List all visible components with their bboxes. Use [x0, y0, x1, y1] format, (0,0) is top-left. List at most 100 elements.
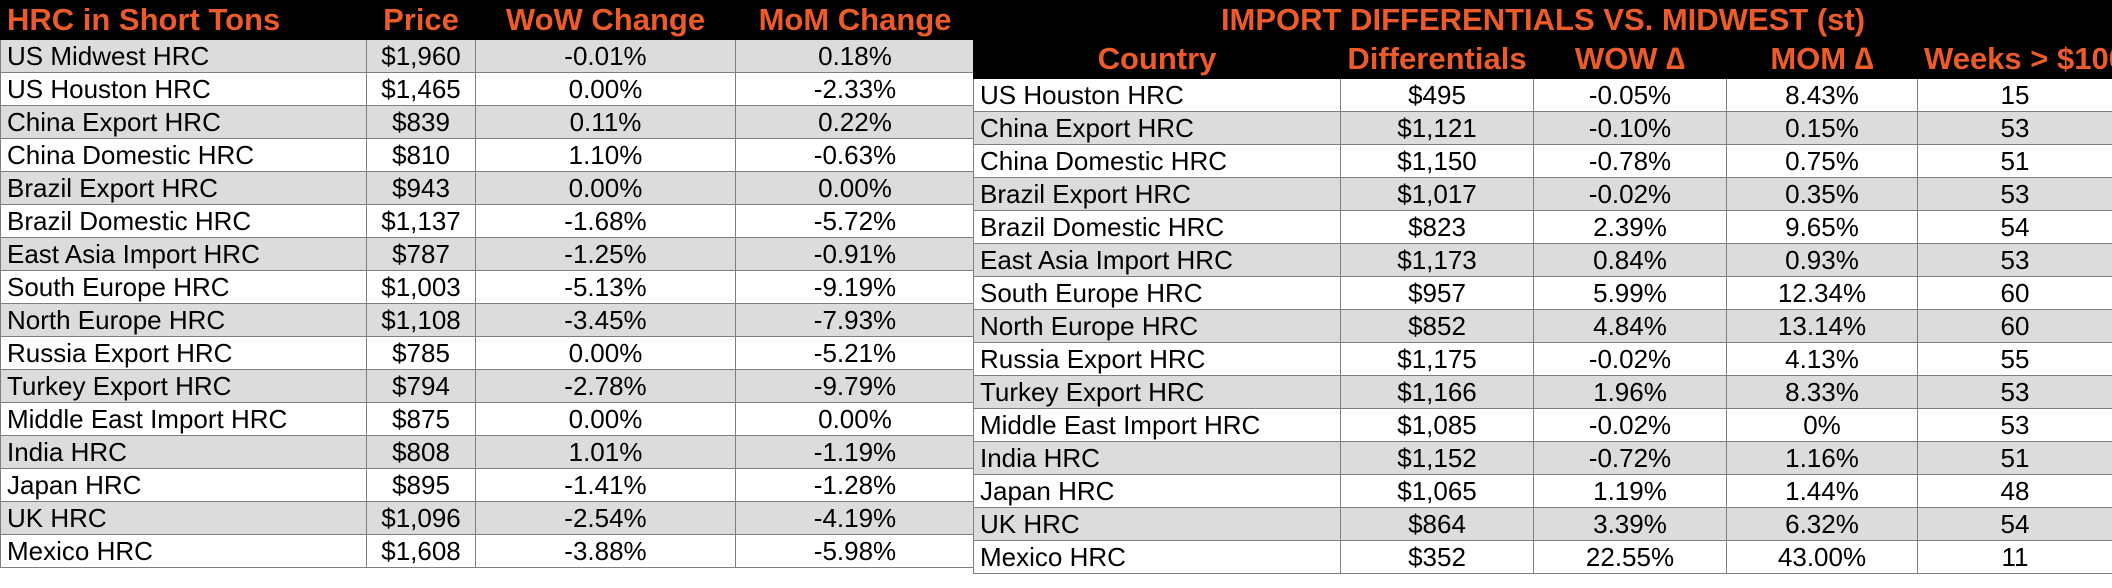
cell-wow-change[interactable]: 0.00% [475, 402, 736, 436]
cell-mom-change[interactable]: 0.18% [735, 39, 975, 73]
cell-differential[interactable]: $1,175 [1340, 342, 1534, 376]
cell-weeks-over-100[interactable]: 51 [1917, 441, 2112, 475]
cell-wow-delta[interactable]: 1.96% [1533, 375, 1727, 409]
cell-mom-delta[interactable]: 13.14% [1726, 309, 1918, 343]
cell-mom-change[interactable]: -4.19% [735, 501, 975, 535]
cell-wow-change[interactable]: -1.25% [475, 237, 736, 271]
cell-product[interactable]: US Midwest HRC [0, 39, 367, 73]
cell-product[interactable]: East Asia Import HRC [0, 237, 367, 271]
cell-wow-change[interactable]: -3.45% [475, 303, 736, 337]
cell-differential[interactable]: $1,085 [1340, 408, 1534, 442]
cell-weeks-over-100[interactable]: 15 [1917, 78, 2112, 112]
cell-country[interactable]: US Houston HRC [973, 78, 1341, 112]
cell-wow-change[interactable]: 0.00% [475, 72, 736, 106]
cell-wow-delta[interactable]: -0.78% [1533, 144, 1727, 178]
cell-mom-change[interactable]: -0.91% [735, 237, 975, 271]
cell-weeks-over-100[interactable]: 60 [1917, 276, 2112, 310]
cell-price[interactable]: $895 [366, 468, 476, 502]
cell-product[interactable]: US Houston HRC [0, 72, 367, 106]
cell-price[interactable]: $1,960 [366, 39, 476, 73]
cell-mom-delta[interactable]: 6.32% [1726, 507, 1918, 541]
cell-price[interactable]: $943 [366, 171, 476, 205]
cell-wow-delta[interactable]: 2.39% [1533, 210, 1727, 244]
cell-weeks-over-100[interactable]: 48 [1917, 474, 2112, 508]
header-price[interactable]: Price [366, 0, 476, 40]
cell-mom-change[interactable]: -2.33% [735, 72, 975, 106]
cell-price[interactable]: $1,003 [366, 270, 476, 304]
cell-country[interactable]: North Europe HRC [973, 309, 1341, 343]
cell-wow-delta[interactable]: 4.84% [1533, 309, 1727, 343]
cell-wow-change[interactable]: 0.00% [475, 336, 736, 370]
cell-price[interactable]: $875 [366, 402, 476, 436]
cell-mom-change[interactable]: 0.22% [735, 105, 975, 139]
cell-wow-delta[interactable]: 3.39% [1533, 507, 1727, 541]
header-mom-delta[interactable]: MOM ∆ [1726, 39, 1918, 79]
cell-weeks-over-100[interactable]: 60 [1917, 309, 2112, 343]
cell-price[interactable]: $794 [366, 369, 476, 403]
header-wow-delta[interactable]: WOW ∆ [1533, 39, 1727, 79]
cell-differential[interactable]: $352 [1340, 540, 1534, 574]
cell-wow-delta[interactable]: -0.05% [1533, 78, 1727, 112]
cell-weeks-over-100[interactable]: 53 [1917, 408, 2112, 442]
cell-price[interactable]: $787 [366, 237, 476, 271]
cell-wow-delta[interactable]: -0.10% [1533, 111, 1727, 145]
cell-mom-change[interactable]: -1.28% [735, 468, 975, 502]
cell-differential[interactable]: $1,065 [1340, 474, 1534, 508]
cell-wow-change[interactable]: 1.10% [475, 138, 736, 172]
cell-weeks-over-100[interactable]: 54 [1917, 210, 2112, 244]
cell-country[interactable]: Japan HRC [973, 474, 1341, 508]
cell-mom-change[interactable]: -0.63% [735, 138, 975, 172]
cell-wow-delta[interactable]: -0.02% [1533, 408, 1727, 442]
cell-price[interactable]: $810 [366, 138, 476, 172]
cell-wow-change[interactable]: -0.01% [475, 39, 736, 73]
cell-weeks-over-100[interactable]: 53 [1917, 375, 2112, 409]
cell-mom-delta[interactable]: 0% [1726, 408, 1918, 442]
cell-wow-delta[interactable]: 5.99% [1533, 276, 1727, 310]
cell-price[interactable]: $839 [366, 105, 476, 139]
cell-country[interactable]: Russia Export HRC [973, 342, 1341, 376]
cell-product[interactable]: Brazil Export HRC [0, 171, 367, 205]
header-wow-change[interactable]: WoW Change [475, 0, 736, 40]
cell-wow-change[interactable]: -1.41% [475, 468, 736, 502]
cell-product[interactable]: Russia Export HRC [0, 336, 367, 370]
cell-mom-change[interactable]: 0.00% [735, 402, 975, 436]
cell-weeks-over-100[interactable]: 55 [1917, 342, 2112, 376]
cell-mom-change[interactable]: -5.72% [735, 204, 975, 238]
cell-differential[interactable]: $1,017 [1340, 177, 1534, 211]
cell-wow-change[interactable]: -2.78% [475, 369, 736, 403]
cell-weeks-over-100[interactable]: 53 [1917, 177, 2112, 211]
cell-mom-delta[interactable]: 1.44% [1726, 474, 1918, 508]
cell-differential[interactable]: $495 [1340, 78, 1534, 112]
cell-country[interactable]: East Asia Import HRC [973, 243, 1341, 277]
cell-wow-change[interactable]: 0.11% [475, 105, 736, 139]
cell-country[interactable]: South Europe HRC [973, 276, 1341, 310]
cell-country[interactable]: India HRC [973, 441, 1341, 475]
cell-product[interactable]: China Export HRC [0, 105, 367, 139]
cell-product[interactable]: India HRC [0, 435, 367, 469]
cell-price[interactable]: $1,108 [366, 303, 476, 337]
cell-wow-change[interactable]: -1.68% [475, 204, 736, 238]
cell-differential[interactable]: $864 [1340, 507, 1534, 541]
cell-differential[interactable]: $1,121 [1340, 111, 1534, 145]
cell-product[interactable]: UK HRC [0, 501, 367, 535]
cell-wow-delta[interactable]: -0.02% [1533, 342, 1727, 376]
cell-wow-change[interactable]: 0.00% [475, 171, 736, 205]
cell-product[interactable]: North Europe HRC [0, 303, 367, 337]
cell-product[interactable]: Japan HRC [0, 468, 367, 502]
cell-mom-delta[interactable]: 0.15% [1726, 111, 1918, 145]
cell-wow-delta[interactable]: 22.55% [1533, 540, 1727, 574]
cell-wow-delta[interactable]: -0.02% [1533, 177, 1727, 211]
header-country[interactable]: Country [973, 39, 1341, 79]
cell-product[interactable]: China Domestic HRC [0, 138, 367, 172]
cell-product[interactable]: Mexico HRC [0, 534, 367, 568]
cell-wow-delta[interactable]: 1.19% [1533, 474, 1727, 508]
cell-differential[interactable]: $1,150 [1340, 144, 1534, 178]
cell-wow-delta[interactable]: 0.84% [1533, 243, 1727, 277]
header-differentials[interactable]: Differentials [1340, 39, 1534, 79]
cell-mom-delta[interactable]: 1.16% [1726, 441, 1918, 475]
cell-wow-change[interactable]: -3.88% [475, 534, 736, 568]
cell-mom-delta[interactable]: 12.34% [1726, 276, 1918, 310]
cell-price[interactable]: $785 [366, 336, 476, 370]
cell-product[interactable]: Middle East Import HRC [0, 402, 367, 436]
import-differentials-title[interactable]: IMPORT DIFFERENTIALS VS. MIDWEST (st) [973, 0, 2112, 40]
